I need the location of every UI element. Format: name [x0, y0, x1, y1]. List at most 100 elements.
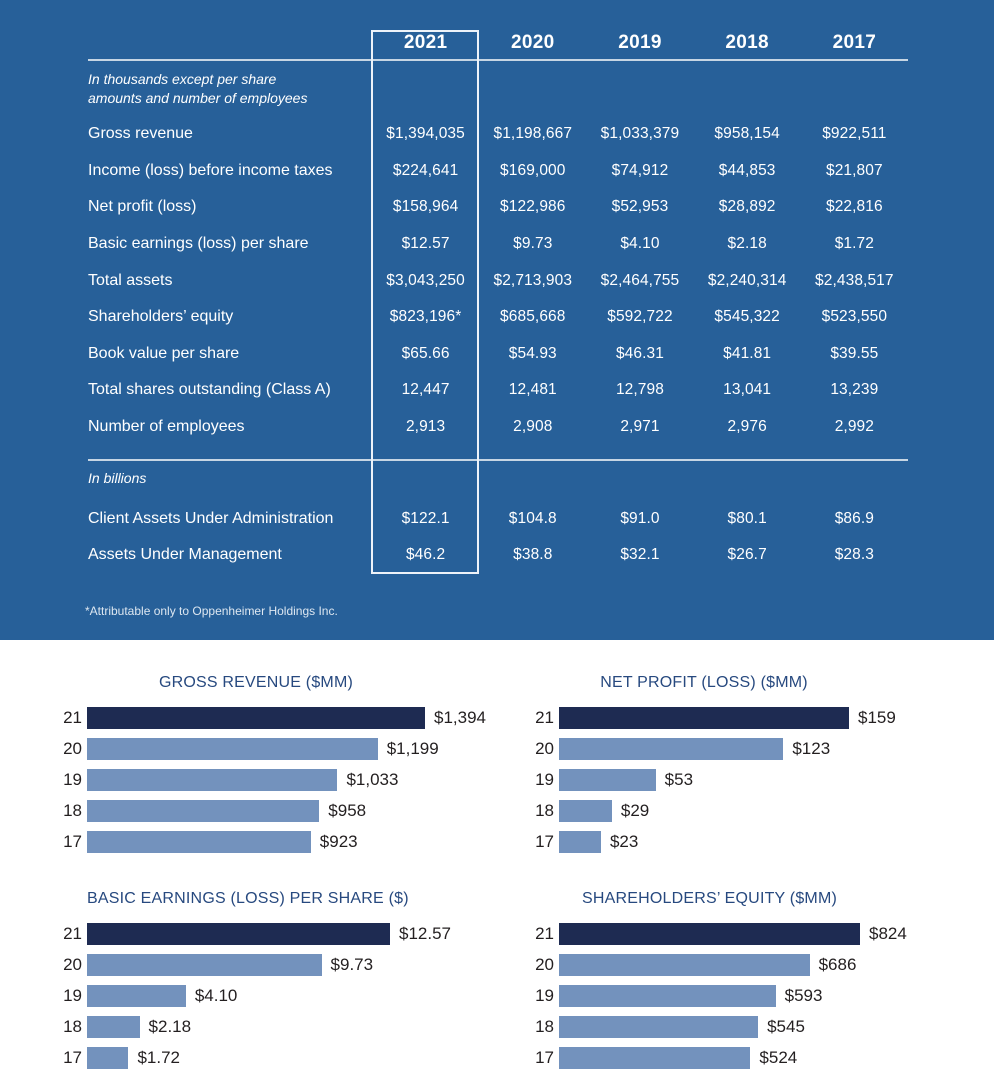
row-label: Net profit (loss)	[88, 198, 197, 216]
chart-bar-row: 18 $958	[59, 800, 425, 822]
bar-17	[87, 831, 311, 853]
cell-value: 2,971	[620, 418, 660, 436]
cell-value: $2.18	[727, 235, 767, 253]
bar-value-label: $1,033	[346, 770, 399, 789]
row-label: Shareholders’ equity	[88, 308, 234, 326]
row-label: Assets Under Management	[88, 546, 282, 564]
row-label: Income (loss) before income taxes	[88, 161, 333, 179]
footnote: *Attributable only to Oppenheimer Holdin…	[85, 603, 338, 618]
chart-year-label: 17	[535, 832, 554, 851]
chart-bar-row: 21 $1,394	[59, 707, 486, 729]
bar-track: $824	[559, 923, 907, 945]
table-row: Total assets $3,043,250 $2,713,903 $2,464,7…	[88, 262, 908, 299]
bar-18	[559, 800, 612, 822]
bar-value-label: $12.57	[399, 924, 451, 943]
cell-value: $2,240,314	[707, 271, 787, 289]
row-label: Total shares outstanding (Class A)	[88, 381, 331, 399]
bar-track: $1,394	[87, 707, 486, 729]
financial-summary-table: 2021 2020 2019 2018 2017 In thousands except…	[85, 0, 908, 618]
bar-value-label: $4.10	[194, 986, 238, 1005]
chart-year-label: 17	[63, 832, 82, 851]
chart-bar-row: 18 $29	[531, 800, 849, 822]
chart-year-label: 18	[63, 801, 82, 820]
cell-value: $592,722	[607, 308, 673, 326]
chart-year-label: 18	[535, 1017, 554, 1036]
bar-17	[559, 1047, 751, 1069]
bar-value-label: $23	[609, 832, 639, 851]
cell-value: $158,964	[392, 198, 459, 216]
years-header-row: 2021 2020 2019 2018 2017	[88, 0, 908, 56]
bar-20	[559, 954, 810, 976]
table-row: Assets Under Management $46.2 $38.8 $32.1 $2…	[88, 537, 908, 574]
chart-title: NET PROFIT (LOSS) ($MM)	[600, 674, 808, 691]
bar-21	[87, 707, 425, 729]
chart-year-label: 18	[535, 801, 554, 820]
bar-track: $1,033	[87, 769, 425, 791]
chart-year-label: 19	[535, 986, 554, 1005]
bar-value-label: $923	[319, 832, 358, 851]
bar-track: $545	[559, 1016, 860, 1038]
cell-value: $224,641	[392, 161, 459, 179]
bar-17	[87, 1047, 129, 1069]
cell-value: $44,853	[718, 161, 776, 179]
year-column-header-2021: 2021	[403, 32, 448, 53]
chart-bar-row: 19 $53	[531, 769, 849, 791]
row-label: Number of employees	[88, 418, 245, 436]
chart-year-label: 21	[535, 924, 554, 943]
cell-value: 12,798	[615, 381, 664, 399]
bar-18	[87, 800, 320, 822]
cell-value: $169,000	[500, 161, 566, 179]
bar-21	[559, 923, 860, 945]
bar-19	[87, 769, 338, 791]
bar-track: $12.57	[87, 923, 451, 945]
chart-bar-row: 18 $545	[531, 1016, 860, 1038]
bar-value-label: $1,394	[434, 708, 486, 727]
cell-value: $28.3	[834, 546, 874, 564]
chart-year-label: 19	[63, 986, 82, 1005]
cell-value: 12,481	[508, 381, 557, 399]
cell-value: $21,807	[825, 161, 883, 179]
cell-value: $52,953	[611, 198, 669, 216]
bar-20	[87, 954, 322, 976]
cell-value: 12,447	[401, 381, 450, 399]
cell-value: $86.9	[834, 509, 874, 527]
bar-value-label: $524	[759, 1048, 798, 1067]
chart-bar-row: 17 $1.72	[59, 1047, 390, 1069]
cell-value: $28,892	[718, 198, 776, 216]
bar-track: $53	[559, 769, 849, 791]
row-label: Client Assets Under Administration	[88, 509, 334, 527]
bar-track: $29	[559, 800, 849, 822]
cell-value: $4.10	[620, 235, 660, 253]
year-column-header-2020: 2020	[511, 32, 555, 53]
row-label: Gross revenue	[88, 125, 193, 143]
cell-value: $823,196*	[389, 308, 462, 326]
units-note-thousands: In thousands except per share amounts an…	[88, 71, 308, 106]
chart-bar-row: 21 $824	[531, 923, 907, 945]
cell-value: $46.31	[615, 344, 664, 362]
chart-year-label: 18	[63, 1017, 82, 1036]
cell-value: 2,992	[834, 418, 874, 436]
bar-track: $2.18	[87, 1016, 390, 1038]
chart-bar-row: 19 $1,033	[59, 769, 425, 791]
chart-gross-revenue: GROSS REVENUE ($MM) 21 $1,394 20 $1,199 19 $1,…	[59, 673, 486, 862]
bar-value-label: $1,199	[386, 739, 439, 758]
bar-track: $958	[87, 800, 425, 822]
table-row: Basic earnings (loss) per share $12.57 $9.…	[88, 226, 908, 263]
table-row: Book value per share $65.66 $54.93 $46.31 $4…	[88, 336, 908, 373]
cell-value: $122.1	[401, 509, 450, 527]
chart-year-label: 20	[535, 739, 554, 758]
table-row: Client Assets Under Administration $122.1…	[88, 500, 908, 537]
cell-value: $2,438,517	[815, 271, 894, 289]
chart-bar-row: 20 $686	[531, 954, 860, 976]
chart-year-label: 17	[535, 1048, 554, 1067]
cell-value: $3,043,250	[386, 271, 465, 289]
cell-value: $46.2	[405, 546, 446, 564]
chart-bar-row: 20 $123	[531, 738, 849, 760]
cell-value: $22,816	[825, 198, 883, 216]
table-row: Gross revenue $1,394,035 $1,198,667 $1,033,…	[88, 116, 908, 153]
table-row: Shareholders’ equity $823,196* $685,668 $59…	[88, 299, 908, 336]
cell-value: $685,668	[500, 308, 566, 326]
bar-value-label: $824	[869, 924, 907, 943]
chart-bar-row: 17 $23	[531, 831, 849, 853]
chart-bar-row: 19 $593	[531, 985, 860, 1007]
